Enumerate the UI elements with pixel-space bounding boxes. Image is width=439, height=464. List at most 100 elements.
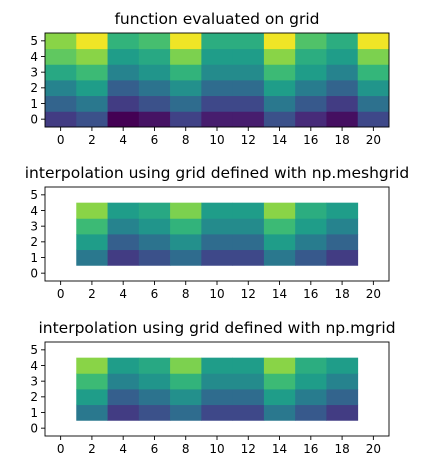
heatmap-cell <box>138 404 171 421</box>
heatmap-cell <box>232 404 265 421</box>
heatmap-cell <box>201 234 234 251</box>
heatmap-cell <box>201 33 234 50</box>
heatmap-cell <box>138 33 171 50</box>
y-tick-label: 3 <box>30 374 38 388</box>
heatmap-cell <box>107 218 140 235</box>
heatmap-cell <box>201 202 234 219</box>
heatmap-cell <box>232 95 265 112</box>
heatmap-cell <box>295 64 327 81</box>
y-tick-label: 3 <box>30 65 38 79</box>
heatmap-cell <box>326 218 359 235</box>
x-tick-label: 20 <box>366 133 381 147</box>
heatmap-cell <box>107 357 140 374</box>
heatmap-cell <box>76 95 108 112</box>
x-tick-label: 10 <box>209 133 224 147</box>
heatmap-cell <box>326 80 359 97</box>
heatmap-cell <box>326 404 359 421</box>
subplot-2: interpolation using grid defined with np… <box>25 164 410 301</box>
heatmap-cell <box>76 357 108 374</box>
heatmap-cell <box>295 80 327 97</box>
heatmap-cell <box>326 64 359 81</box>
heatmap-cell <box>263 218 296 235</box>
x-tick-label: 18 <box>334 133 349 147</box>
heatmap-cell <box>326 95 359 112</box>
heatmap-cell <box>107 373 140 390</box>
x-tick-label: 12 <box>241 442 256 456</box>
x-tick-label: 2 <box>88 287 96 301</box>
heatmap-cell <box>232 33 265 50</box>
subplot-1-title: function evaluated on grid <box>114 10 319 28</box>
heatmap-cell <box>201 95 234 112</box>
heatmap-cell <box>357 95 390 112</box>
heatmap-cell <box>170 33 202 50</box>
heatmap-cell <box>76 404 108 421</box>
heatmap-cell <box>76 111 108 128</box>
y-tick-label: 5 <box>30 34 38 48</box>
heatmap-cell <box>232 249 265 266</box>
y-tick-label: 1 <box>30 97 38 111</box>
heatmap-cell <box>295 48 327 65</box>
heatmap-cell <box>295 111 327 128</box>
heatmap-cell <box>138 48 171 65</box>
heatmap-cell <box>138 95 171 112</box>
x-tick-label: 2 <box>88 133 96 147</box>
heatmap-cell <box>170 111 202 128</box>
heatmap-cell <box>263 64 296 81</box>
heatmap-cell <box>170 373 202 390</box>
x-tick-label: 16 <box>303 133 318 147</box>
heatmap-cell <box>107 404 140 421</box>
heatmap-cell <box>295 373 327 390</box>
heatmap-cell <box>107 111 140 128</box>
y-tick-label: 2 <box>30 81 38 95</box>
heatmap-cell <box>170 218 202 235</box>
heatmap-cell <box>170 202 202 219</box>
x-tick-label: 12 <box>241 287 256 301</box>
heatmap-cell <box>138 64 171 81</box>
heatmap-cell <box>201 357 234 374</box>
heatmap-cell <box>76 80 108 97</box>
heatmap-cell <box>170 389 202 406</box>
heatmap-cell <box>263 80 296 97</box>
y-tick-label: 2 <box>30 390 38 404</box>
x-tick-label: 20 <box>366 442 381 456</box>
x-tick-label: 10 <box>209 287 224 301</box>
heatmap-cell <box>357 33 390 50</box>
heatmap-cell <box>263 357 296 374</box>
x-tick-label: 6 <box>151 133 159 147</box>
heatmap-cell <box>76 202 108 219</box>
heatmap-cell <box>232 48 265 65</box>
heatmap-cell <box>326 373 359 390</box>
heatmap-cell <box>107 33 140 50</box>
x-tick-label: 4 <box>119 287 127 301</box>
y-tick-label: 5 <box>30 343 38 357</box>
y-tick-label: 1 <box>30 251 38 265</box>
subplot-3: interpolation using grid defined with np… <box>30 319 395 456</box>
heatmap-cell <box>263 404 296 421</box>
heatmap-cell <box>138 249 171 266</box>
heatmap-cell <box>295 202 327 219</box>
heatmap-cell <box>76 218 108 235</box>
heatmap-cell <box>295 33 327 50</box>
heatmap-cell <box>107 234 140 251</box>
heatmap-cell <box>295 218 327 235</box>
x-tick-label: 14 <box>272 133 287 147</box>
heatmap-cell <box>295 249 327 266</box>
heatmap-cell <box>138 357 171 374</box>
heatmap-cell <box>107 95 140 112</box>
heatmap-cell <box>107 202 140 219</box>
heatmap-cell <box>45 33 77 50</box>
heatmap-cell <box>170 357 202 374</box>
heatmap-cell <box>107 389 140 406</box>
heatmap-cell <box>107 64 140 81</box>
heatmap-cell <box>263 389 296 406</box>
y-tick-label: 0 <box>30 112 38 126</box>
heatmap-cell <box>138 389 171 406</box>
heatmap-cell <box>45 95 77 112</box>
heatmap-cell <box>201 249 234 266</box>
heatmap-cell <box>326 234 359 251</box>
heatmap-cell <box>326 357 359 374</box>
heatmap-cell <box>326 249 359 266</box>
heatmap-cell <box>201 218 234 235</box>
